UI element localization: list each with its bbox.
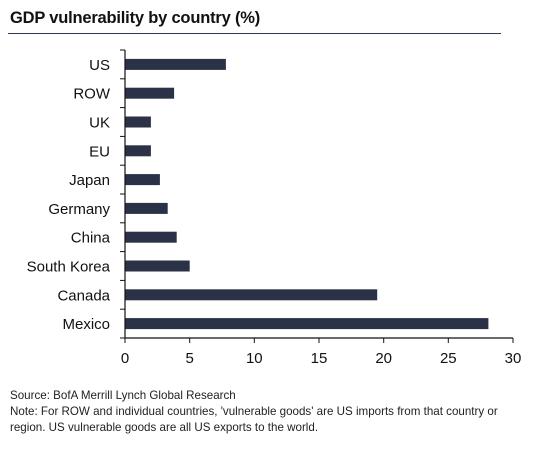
- x-tick-label: 0: [121, 350, 129, 367]
- x-tick-label: 5: [186, 350, 194, 367]
- y-tick-label: China: [71, 230, 111, 247]
- y-tick-label: South Korea: [27, 259, 111, 276]
- bar-eu: [125, 145, 151, 157]
- y-tick-label: EU: [89, 143, 110, 160]
- y-tick-label: Mexico: [62, 316, 110, 333]
- bar-uk: [125, 116, 151, 128]
- x-tick-label: 10: [246, 350, 263, 367]
- bar-germany: [125, 202, 168, 214]
- bar-canada: [125, 289, 378, 301]
- bar-mexico: [125, 318, 489, 330]
- bar-us: [125, 58, 226, 70]
- y-tick-label: Japan: [69, 172, 110, 189]
- chart-footer: Source: BofA Merrill Lynch Global Resear…: [10, 388, 530, 436]
- y-tick-label: US: [89, 57, 110, 74]
- note-line-2: region. US vulnerable goods are all US e…: [10, 421, 319, 434]
- y-tick-label: ROW: [73, 86, 111, 103]
- note-line-1: Note: For ROW and individual countries, …: [10, 405, 498, 418]
- bar-japan: [125, 174, 160, 186]
- x-tick-label: 25: [440, 350, 457, 367]
- bar-chart: US ROW UK EU Japan Germany China South Korea Can…: [27, 49, 522, 367]
- y-tick-label: UK: [89, 115, 110, 132]
- x-tick-label: 15: [311, 350, 328, 367]
- chart-title: GDP vulnerability by country (%): [10, 9, 261, 27]
- bar-south-korea: [125, 260, 190, 272]
- y-tick-label: Canada: [57, 287, 110, 304]
- y-tick-label: Germany: [48, 201, 110, 218]
- bar-china: [125, 231, 177, 243]
- source-note: Source: BofA Merrill Lynch Global Resear…: [10, 389, 236, 402]
- x-tick-label: 20: [375, 350, 392, 367]
- x-tick-label: 30: [505, 350, 522, 367]
- bar-row: [125, 87, 175, 99]
- title-underline: [8, 33, 501, 34]
